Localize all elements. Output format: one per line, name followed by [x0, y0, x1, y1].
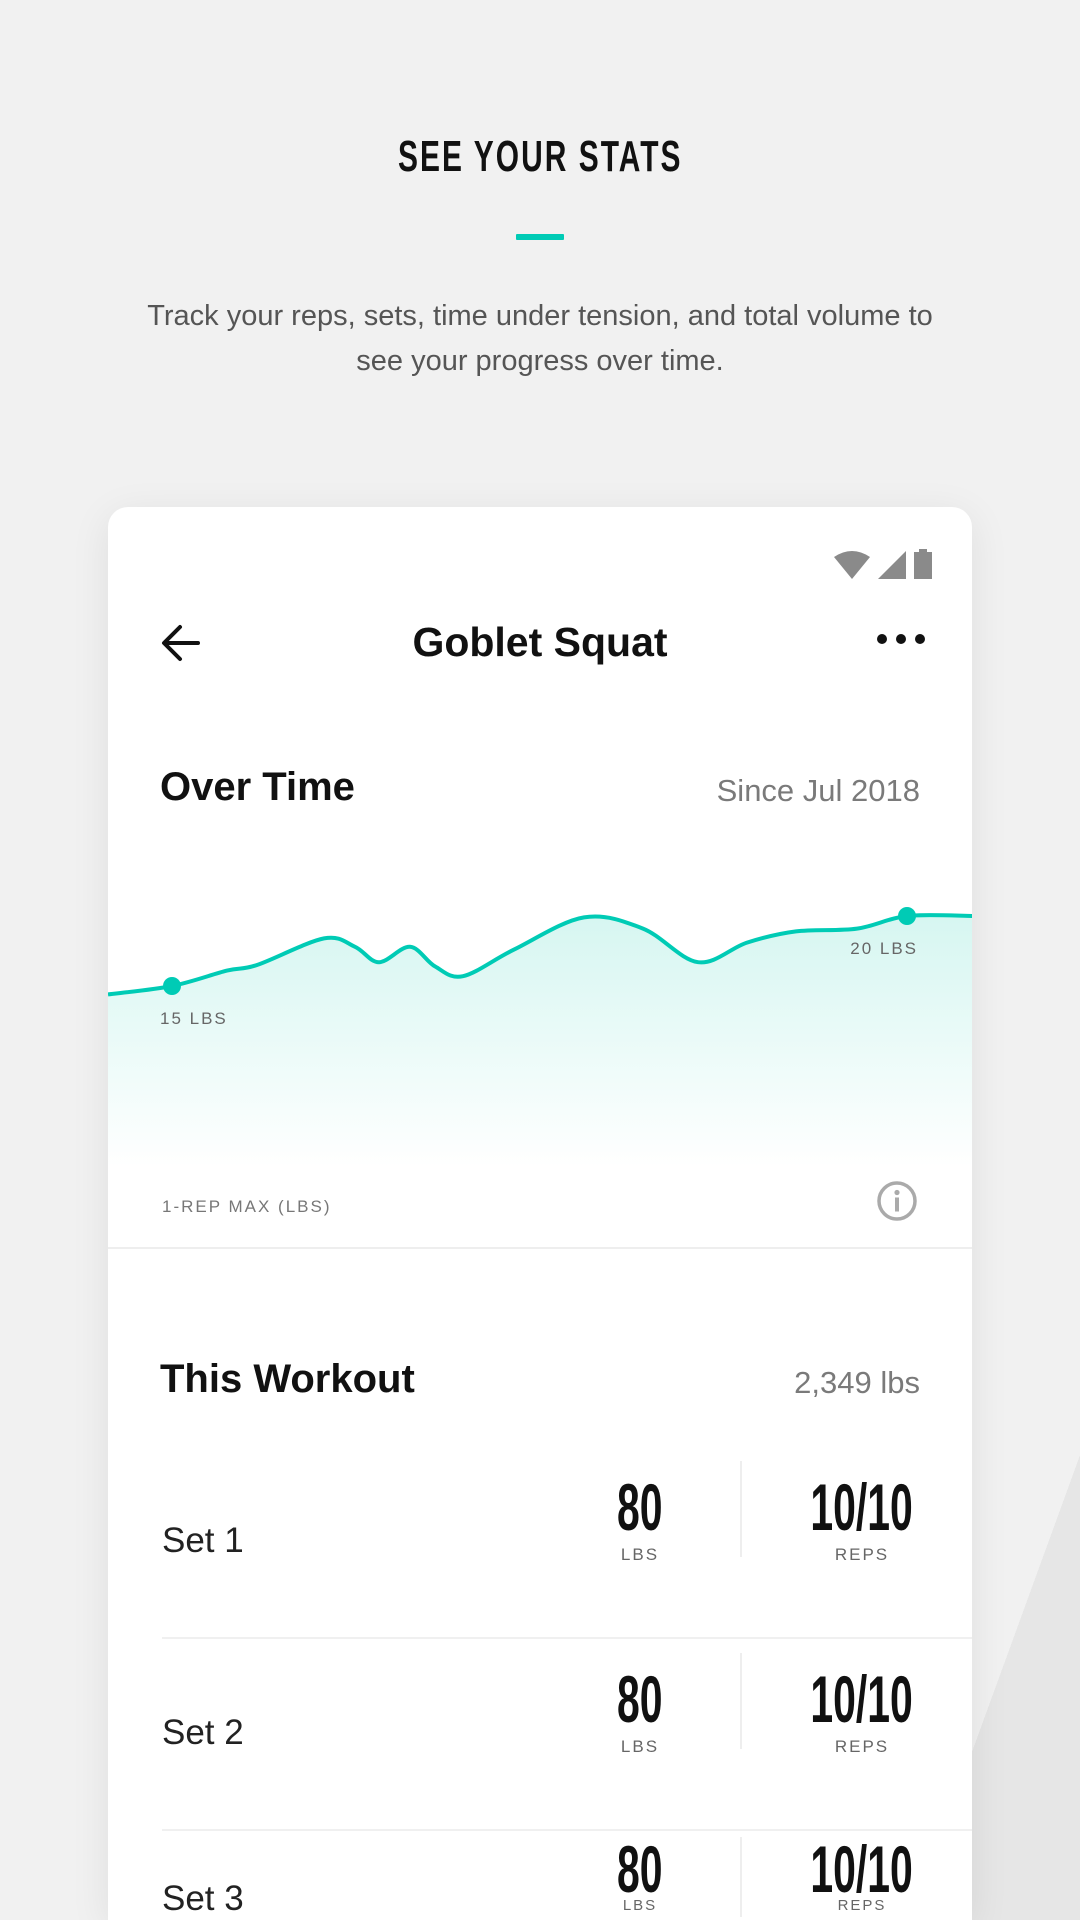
weight-unit: LBS [620, 1737, 660, 1756]
set-row[interactable]: Set 1 80 LBS 10/10 REPS [108, 1447, 972, 1639]
reps-unit: REPS [837, 1897, 887, 1914]
weight-value: 80 [617, 1662, 663, 1736]
this-workout-title: This Workout [160, 1357, 415, 1401]
reps-unit: REPS [834, 1545, 890, 1564]
reps-metric: 10/10 REPS [772, 1832, 952, 1914]
reps-metric: 10/10 REPS [772, 1467, 952, 1565]
phone-screen: Goblet Squat Over Time Since Jul 2018 15… [108, 507, 972, 1920]
page-title: Goblet Squat [412, 619, 668, 665]
reps-metric: 10/10 REPS [772, 1659, 952, 1757]
more-horizontal-icon[interactable] [876, 629, 926, 649]
metric-divider [740, 1653, 742, 1749]
row-divider [162, 1829, 972, 1831]
end-value-label: 20 LBS [850, 939, 918, 958]
arrow-left-icon[interactable] [158, 619, 206, 667]
battery-icon [914, 549, 932, 579]
chart-point [898, 907, 916, 925]
chart-line [108, 913, 972, 997]
since-date[interactable]: Since Jul 2018 [716, 773, 920, 808]
hero-title: SEE YOUR STATS [0, 132, 1080, 182]
signal-icon [878, 551, 906, 579]
section-divider [108, 1247, 972, 1249]
accent-bar [516, 234, 564, 240]
reps-value: 10/10 [810, 1662, 914, 1736]
over-time-title: Over Time [160, 765, 355, 809]
set-row[interactable]: Set 2 80 LBS 10/10 REPS [108, 1639, 972, 1831]
metric-divider [740, 1461, 742, 1557]
wifi-icon [834, 551, 870, 579]
hero-description: Track your reps, sets, time under tensio… [147, 300, 933, 377]
set-label: Set 2 [162, 1713, 244, 1752]
metric-divider [740, 1837, 742, 1917]
reps-unit: REPS [834, 1737, 890, 1756]
set-label: Set 1 [162, 1521, 244, 1560]
set-label: Set 3 [162, 1879, 244, 1918]
row-divider [162, 1637, 972, 1639]
workout-total: 2,349 lbs [794, 1365, 920, 1400]
weight-metric: 80 LBS [550, 1467, 730, 1565]
chart-area [108, 915, 972, 1167]
chart-point [163, 977, 181, 995]
axis-label: 1-REP MAX (LBS) [162, 1197, 332, 1216]
status-bar [834, 549, 932, 579]
one-rep-max-chart [108, 907, 972, 1167]
start-value-label: 15 LBS [160, 1009, 228, 1028]
hero-title-text: SEE YOUR STATS [397, 132, 683, 181]
weight-metric: 80 LBS [550, 1832, 730, 1914]
reps-value: 10/10 [810, 1832, 914, 1906]
weight-value: 80 [617, 1470, 663, 1544]
info-icon[interactable] [876, 1180, 918, 1222]
weight-unit: LBS [622, 1897, 658, 1914]
weight-unit: LBS [620, 1545, 660, 1564]
reps-value: 10/10 [810, 1470, 914, 1544]
weight-metric: 80 LBS [550, 1659, 730, 1757]
set-row[interactable]: Set 3 80 LBS 10/10 REPS [108, 1831, 972, 1920]
background-shape [960, 1320, 1080, 1920]
weight-value: 80 [617, 1832, 663, 1906]
